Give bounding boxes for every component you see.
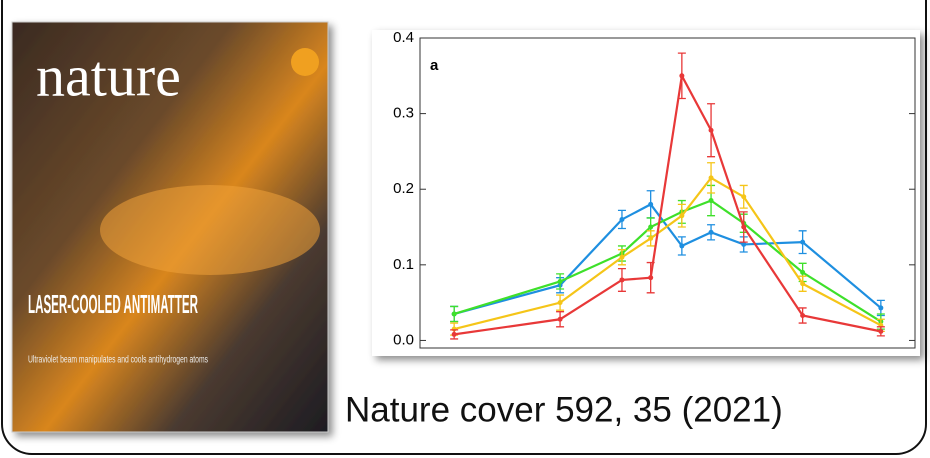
data-point — [679, 73, 685, 79]
cover-masthead: nature — [36, 43, 181, 108]
data-point — [800, 239, 806, 245]
cover-subhead: Ultraviolet beam manipulates and cools a… — [28, 355, 208, 366]
y-tick-label: 0.2 — [393, 180, 414, 197]
y-tick-label: 0.1 — [393, 256, 414, 273]
data-point — [741, 224, 747, 230]
data-point — [648, 235, 654, 241]
cover-headline: LASER-COOLED ANTIMATTER — [28, 289, 198, 319]
data-point — [648, 275, 654, 281]
data-point — [741, 194, 747, 200]
data-point — [451, 311, 457, 317]
data-point — [619, 216, 625, 222]
data-point — [800, 269, 806, 275]
data-point — [557, 316, 563, 322]
y-tick-label: 0.3 — [393, 105, 414, 122]
cover-glow — [100, 185, 320, 275]
cover: nature LASER-COOLED ANTIMATTER Ultraviol… — [11, 21, 329, 433]
data-point — [619, 254, 625, 260]
data-point — [708, 127, 714, 133]
data-point — [557, 300, 563, 306]
data-point — [648, 201, 654, 207]
data-point — [800, 312, 806, 318]
data-point — [800, 281, 806, 287]
caption: Nature cover 592, 35 (2021) — [345, 390, 783, 429]
data-point — [708, 198, 714, 204]
chart: a 0.0 0.1 0.2 0.3 0.4 — [393, 29, 916, 349]
plot-frame — [419, 37, 916, 349]
data-point — [741, 241, 747, 247]
panel-label: a — [430, 57, 439, 74]
y-tick-label: 0.4 — [393, 29, 414, 46]
data-point — [451, 331, 457, 337]
data-point — [679, 213, 685, 219]
data-point — [878, 305, 884, 311]
cover-badge — [291, 48, 319, 76]
data-point — [878, 328, 884, 334]
data-point — [557, 278, 563, 284]
data-point — [648, 224, 654, 230]
data-point — [619, 277, 625, 283]
data-point — [679, 243, 685, 249]
y-tick-label: 0.0 — [393, 331, 414, 348]
data-point — [708, 229, 714, 235]
data-point — [708, 175, 714, 181]
chart-panel — [372, 30, 920, 356]
